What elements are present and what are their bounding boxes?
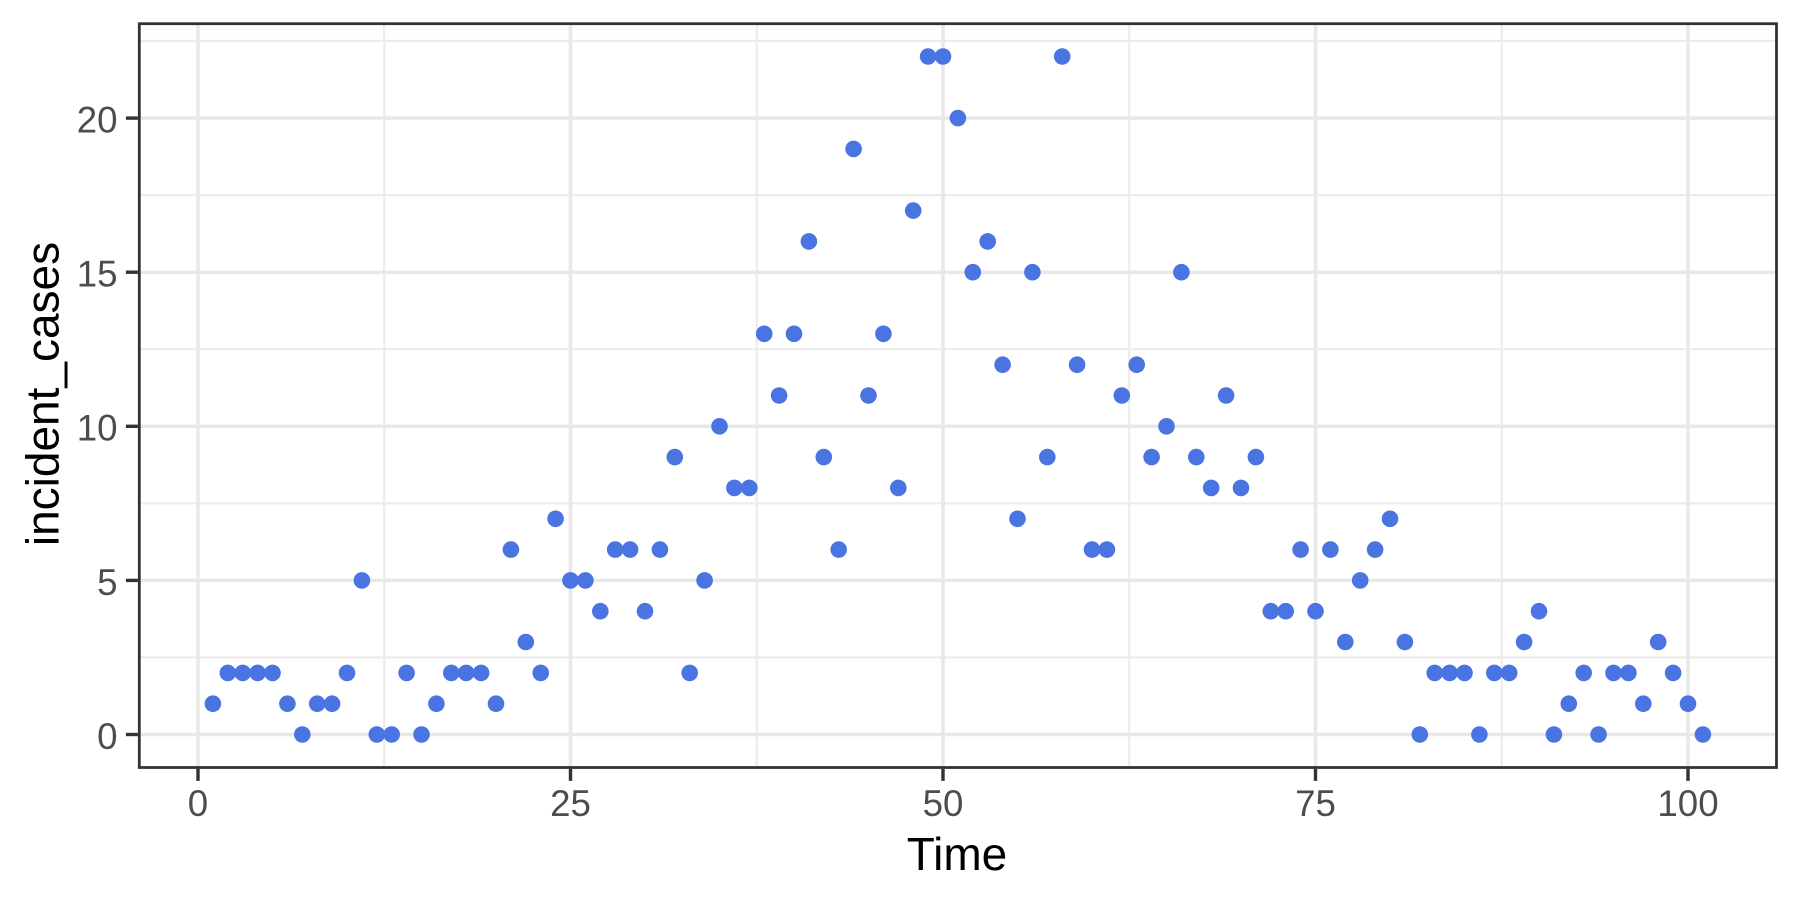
svg-text:0: 0 [188,783,208,824]
svg-text:Time: Time [907,828,1008,880]
svg-text:100: 100 [1657,783,1718,824]
svg-text:0: 0 [97,716,117,757]
svg-text:20: 20 [77,100,118,141]
svg-text:75: 75 [1295,783,1336,824]
svg-text:15: 15 [77,254,118,295]
svg-text:10: 10 [77,408,118,449]
svg-text:incident_cases: incident_cases [17,242,69,546]
svg-text:50: 50 [923,783,964,824]
svg-text:25: 25 [550,783,591,824]
svg-text:5: 5 [97,562,117,603]
